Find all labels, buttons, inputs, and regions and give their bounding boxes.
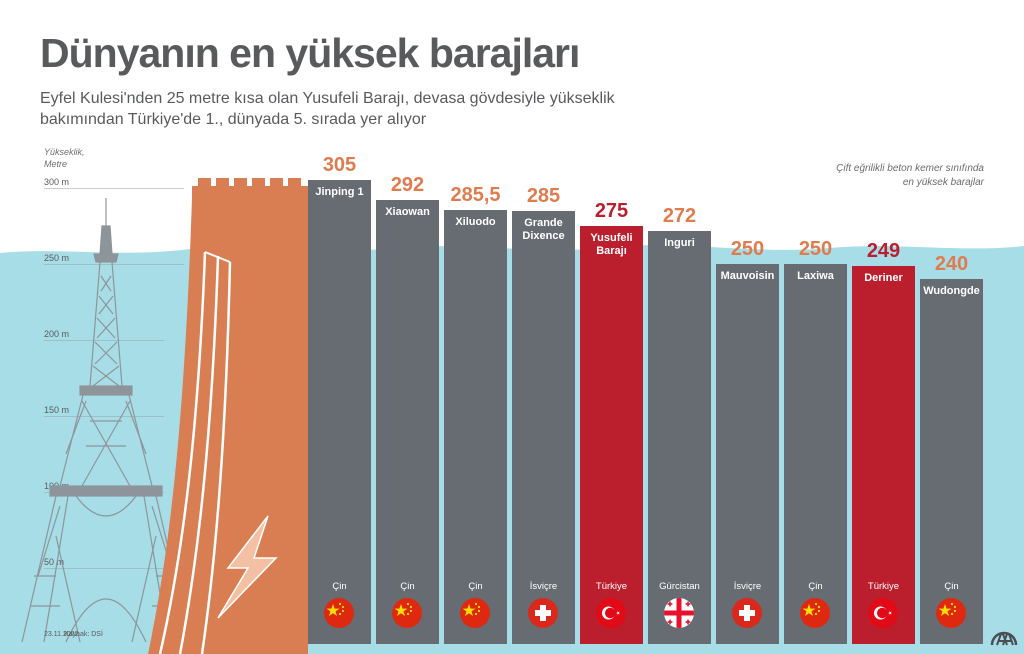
chart-note: Çift eğrilikli beton kemer sınıfında en … [836,162,984,190]
turkey-flag-icon [596,598,626,628]
gridline [44,416,164,417]
bar-country-label: Çin [944,580,959,592]
bar-country-label: Çin [400,580,415,592]
bar-country-label: Çin [468,580,483,592]
aa-logo-icon [990,631,1018,646]
bar: Yusufeli Barajı Türkiye [580,226,643,644]
bar-category-label: Wudongde [923,285,980,298]
bar-value-label: 285 [526,184,561,207]
axis-title-line: Yükseklik, [44,147,85,157]
bar-value-label: 250 [798,238,833,260]
gridline [44,264,184,265]
bar-country-label: İsviçre [733,581,762,592]
bar-country-label: Türkiye [867,580,900,592]
bar: Wudongde Çin [920,279,983,644]
bar-category-label: Xiaowan [385,206,430,219]
bar: Mauvoisin İsviçre [716,264,779,644]
axis-title: Yükseklik, Metre [44,146,85,170]
y-tick-label: 50 m [44,557,65,567]
eiffel-tower-icon [21,198,191,643]
gridline [44,188,184,189]
bar-value-label: 272 [662,204,697,227]
axis-title-line: Metre [44,159,68,169]
y-tick-label: 300 m [44,177,70,187]
china-flag-icon [324,597,354,628]
china-flag-icon [800,598,830,628]
y-tick-label: 250 m [44,253,70,263]
y-tick-label: 150 m [44,405,70,415]
bar-category-label: Deriner [864,271,903,284]
bar-value-label: 285,5 [450,184,501,207]
china-flag-icon [392,597,422,628]
bar-category-label: Xiluodo [455,216,496,229]
bar: Laxiwa Çin [784,264,847,644]
bar-country-label: Çin [808,581,823,592]
footer-source: Kaynak: DSİ [64,631,103,638]
bar-category-label: Grande Dixence [522,216,565,242]
bar-value-label: 305 [322,154,357,177]
bar-category-label: Inguri [664,236,695,249]
bar-value-label: 292 [390,174,425,197]
dam-wall-icon [148,178,308,654]
lightning-bolt-icon [217,515,278,619]
switzerland-flag-icon [528,597,558,628]
china-flag-icon [936,597,966,628]
bar: Deriner Türkiye [852,265,915,644]
page-title: Dünyanın en yüksek barajları [40,30,580,76]
footer-date: 23.11.2022 [44,631,79,638]
bar-category-label: Mauvoisin [720,270,775,282]
bar-value-label: 240 [934,253,969,276]
bar-value-label: 249 [866,239,901,262]
y-tick-label: 200 m [44,329,70,339]
bar-country-label: İsviçre [529,580,558,592]
bar-category-label: Jinping 1 [315,186,364,199]
bar: Inguri Gürcistan [648,230,711,644]
note-line: en yüksek barajlar [902,177,984,188]
bar-value-label: 250 [730,238,765,260]
bar: Xiluodo Çin [444,210,507,644]
bar-country-label: Gürcistan [659,580,700,592]
georgia-flag-icon [664,597,694,628]
turkey-flag-icon [868,597,898,628]
bar: Jinping 1 Çin [308,180,371,644]
bar-category-label: Yusufeli Barajı [590,232,633,257]
bar: Xiaowan Çin [376,200,439,644]
gridline [44,568,164,569]
bar-country-label: Çin [332,580,347,592]
switzerland-flag-icon [732,598,762,628]
bar: Grande Dixence İsviçre [512,210,575,644]
subtitle-line: bakımından Türkiye'de 1., dünyada 5. sır… [40,111,427,128]
bar-value-label: 275 [594,200,629,222]
bar-country-label: Türkiye [595,581,628,592]
bar-category-label: Laxiwa [797,270,834,282]
subtitle: Eyfel Kulesi'nden 25 metre kısa olan Yus… [40,88,740,130]
gridline [44,340,164,341]
note-line: Çift eğrilikli beton kemer sınıfında [836,163,984,174]
china-flag-icon [460,597,490,628]
subtitle-line: Eyfel Kulesi'nden 25 metre kısa olan Yus… [40,90,615,107]
